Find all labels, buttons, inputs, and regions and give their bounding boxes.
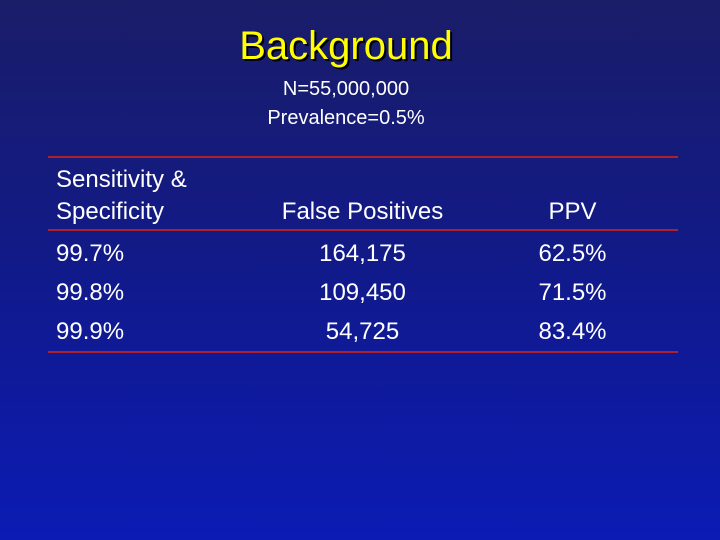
population-subtitle: N=55,000,000 <box>282 78 410 100</box>
table-header-rule <box>48 229 678 231</box>
cell-ppv: 62.5% <box>538 240 607 267</box>
header-sens-spec-line1: Sensitivity & <box>56 166 187 193</box>
prevalence-subtitle: Prevalence=0.5% <box>267 107 425 129</box>
cell-false-positives: 164,175 <box>319 240 406 267</box>
header-sens-spec-line2: Specificity <box>56 198 165 225</box>
header-false-positives: False Positives <box>281 198 444 225</box>
cell-false-positives: 54,725 <box>325 318 400 345</box>
table-top-rule <box>48 156 678 158</box>
table-bottom-rule <box>48 351 678 353</box>
cell-sens-spec: 99.7% <box>56 240 125 267</box>
cell-false-positives: 109,450 <box>319 279 406 306</box>
cell-ppv: 83.4% <box>538 318 607 345</box>
cell-ppv: 71.5% <box>538 279 607 306</box>
header-ppv: PPV <box>548 198 597 225</box>
slide-title: Background <box>239 24 453 68</box>
cell-sens-spec: 99.9% <box>56 318 125 345</box>
cell-sens-spec: 99.8% <box>56 279 125 306</box>
